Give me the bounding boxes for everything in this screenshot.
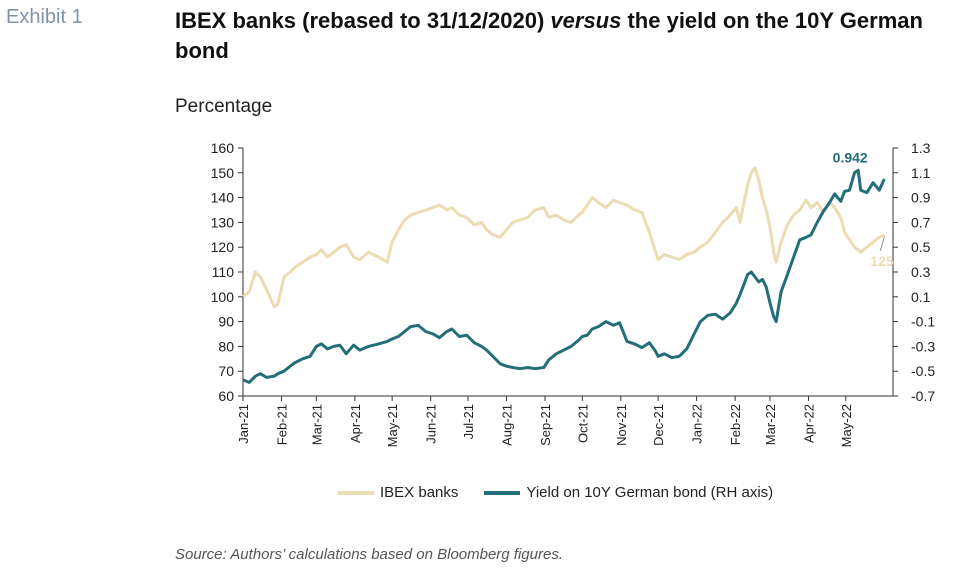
- x-tick-label: Aug-21: [499, 404, 514, 446]
- x-tick-label: Jun-21: [424, 404, 439, 444]
- y-left-tick-label: 150: [211, 165, 235, 181]
- exhibit-label: Exhibit 1: [6, 6, 83, 28]
- legend-item-bund: Yield on 10Y German bond (RH axis): [484, 484, 773, 501]
- source-note: Source: Authors’ calculations based on B…: [175, 546, 564, 563]
- x-tick-label: Mar-21: [309, 404, 324, 445]
- y-left-tick-label: 120: [211, 239, 235, 255]
- x-tick-label: Apr-22: [801, 404, 816, 443]
- bund-peak-label: 0.942: [833, 149, 868, 165]
- y-right-tick-label: -0.3: [911, 338, 935, 354]
- title-part-2: the yield on the 10Y German bond: [175, 8, 923, 63]
- y-right-tick-label: -0.7: [911, 388, 935, 404]
- y-left-tick-label: 100: [211, 289, 235, 305]
- x-tick-label: Jan-21: [236, 404, 251, 444]
- y-left-tick-label: 140: [211, 190, 235, 206]
- series-line-bund-yield: [242, 168, 886, 384]
- x-tick-label: Mar-22: [763, 404, 778, 445]
- chart-axes: 60 70 80 90 100 110 120 130 140 150 160 -0.7 -0.5 -0.…: [211, 140, 936, 447]
- y-left-tick-label: 60: [218, 388, 234, 404]
- line-chart: 60 70 80 90 100 110 120 130 140 150 160 -0.7 -0.5 -0.…: [211, 140, 936, 447]
- y-right-tick-label: 0.5: [911, 239, 931, 255]
- y-left-tick-label: 130: [211, 214, 235, 230]
- legend-swatch-bund: [484, 490, 521, 495]
- x-tick-label: Nov-21: [614, 404, 629, 446]
- legend-swatch-ibex: [338, 490, 374, 495]
- chart-labels: 125 0.942: [833, 149, 894, 268]
- x-tick-label: Jan-22: [690, 404, 705, 444]
- y-axis-unit-label: Percentage: [175, 96, 273, 117]
- x-tick-label: Sep-21: [538, 404, 553, 446]
- x-tick-label: Feb-21: [275, 404, 290, 445]
- x-tick-label: May-21: [385, 404, 400, 447]
- y-left-tick-label: 160: [211, 140, 235, 156]
- y-right-tick-label: -0.5: [911, 363, 935, 379]
- y-right-tick-label: 0.3: [911, 264, 931, 280]
- title-italic: versus: [550, 8, 622, 33]
- title-part-1: IBEX banks (rebased to 31/12/2020): [175, 8, 551, 33]
- y-left-tick-label: 110: [212, 264, 235, 280]
- y-right-tick-label: 1.1: [911, 165, 931, 181]
- y-right-tick-label: 0.7: [911, 214, 931, 230]
- y-right-tick-label: 0.1: [911, 289, 931, 305]
- y-left-tick-label: 70: [218, 363, 234, 379]
- y-left-tick-label: 80: [218, 338, 234, 354]
- y-right-tick-label: -0.1: [911, 314, 935, 330]
- legend-item-ibex: IBEX banks: [338, 484, 458, 501]
- x-tick-label: Oct-21: [575, 404, 590, 443]
- chart-legend: IBEX banks Yield on 10Y German bond (RH …: [338, 484, 799, 501]
- chart-series: [242, 166, 886, 384]
- x-tick-label: May-22: [839, 404, 854, 447]
- x-tick-label: Jul-21: [461, 404, 476, 439]
- legend-label-bund: Yield on 10Y German bond (RH axis): [526, 484, 774, 501]
- y-left-tick-label: 90: [218, 314, 234, 330]
- y-right-tick-label: 1.3: [911, 140, 931, 156]
- x-tick-label: Dec-21: [651, 404, 666, 446]
- x-tick-label: Apr-21: [348, 404, 363, 443]
- x-tick-label: Feb-22: [728, 404, 743, 445]
- series-line-ibex-banks: [242, 166, 885, 309]
- chart-title: IBEX banks (rebased to 31/12/2020) versu…: [175, 6, 955, 66]
- legend-label-ibex: IBEX banks: [380, 484, 459, 501]
- ibex-last-value-leader: [879, 236, 885, 251]
- y-right-tick-label: 0.9: [911, 190, 931, 206]
- ibex-last-value-label: 125: [870, 253, 894, 269]
